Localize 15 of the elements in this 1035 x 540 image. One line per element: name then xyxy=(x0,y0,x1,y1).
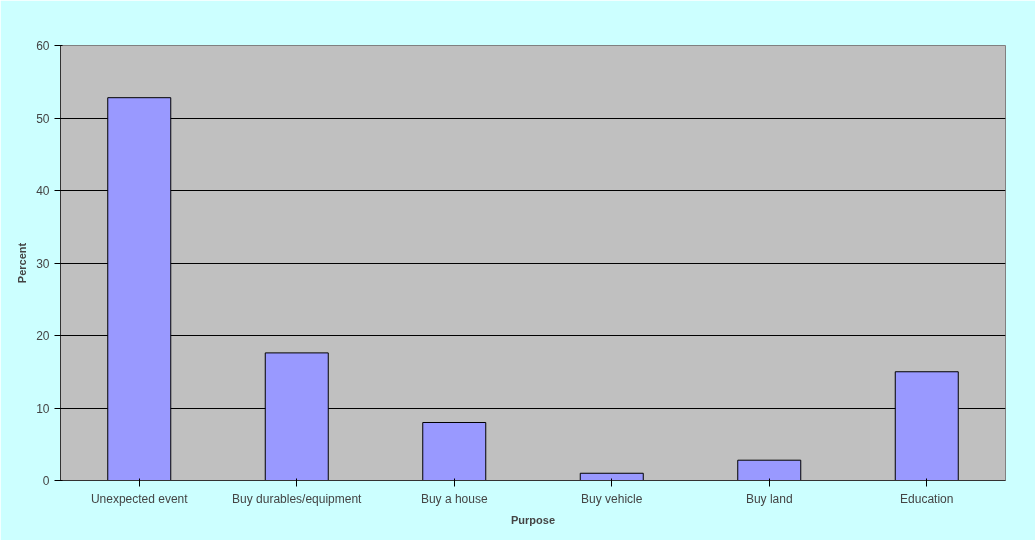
y-tick-label: 40 xyxy=(36,184,50,198)
x-tick-label: Buy land xyxy=(745,491,793,506)
x-tick-label: Education xyxy=(900,491,954,506)
y-tick-label: 50 xyxy=(36,111,50,126)
y-tick-label: 10 xyxy=(36,401,50,416)
x-tick-label: Buy a house xyxy=(420,491,488,506)
y-tick-label: 0 xyxy=(42,474,50,488)
x-tick-label: Buy vehicle xyxy=(581,491,643,506)
x-tick-label: Buy durables/equipment xyxy=(232,491,363,506)
y-axis-title: Percent xyxy=(16,242,29,284)
y-tick-label: 20 xyxy=(36,329,50,343)
x-tick-label: Unexpected event xyxy=(90,491,189,506)
x-axis-title: Purpose xyxy=(510,513,556,526)
y-tick-label: 30 xyxy=(36,256,50,271)
y-tick-label: 60 xyxy=(36,39,50,53)
